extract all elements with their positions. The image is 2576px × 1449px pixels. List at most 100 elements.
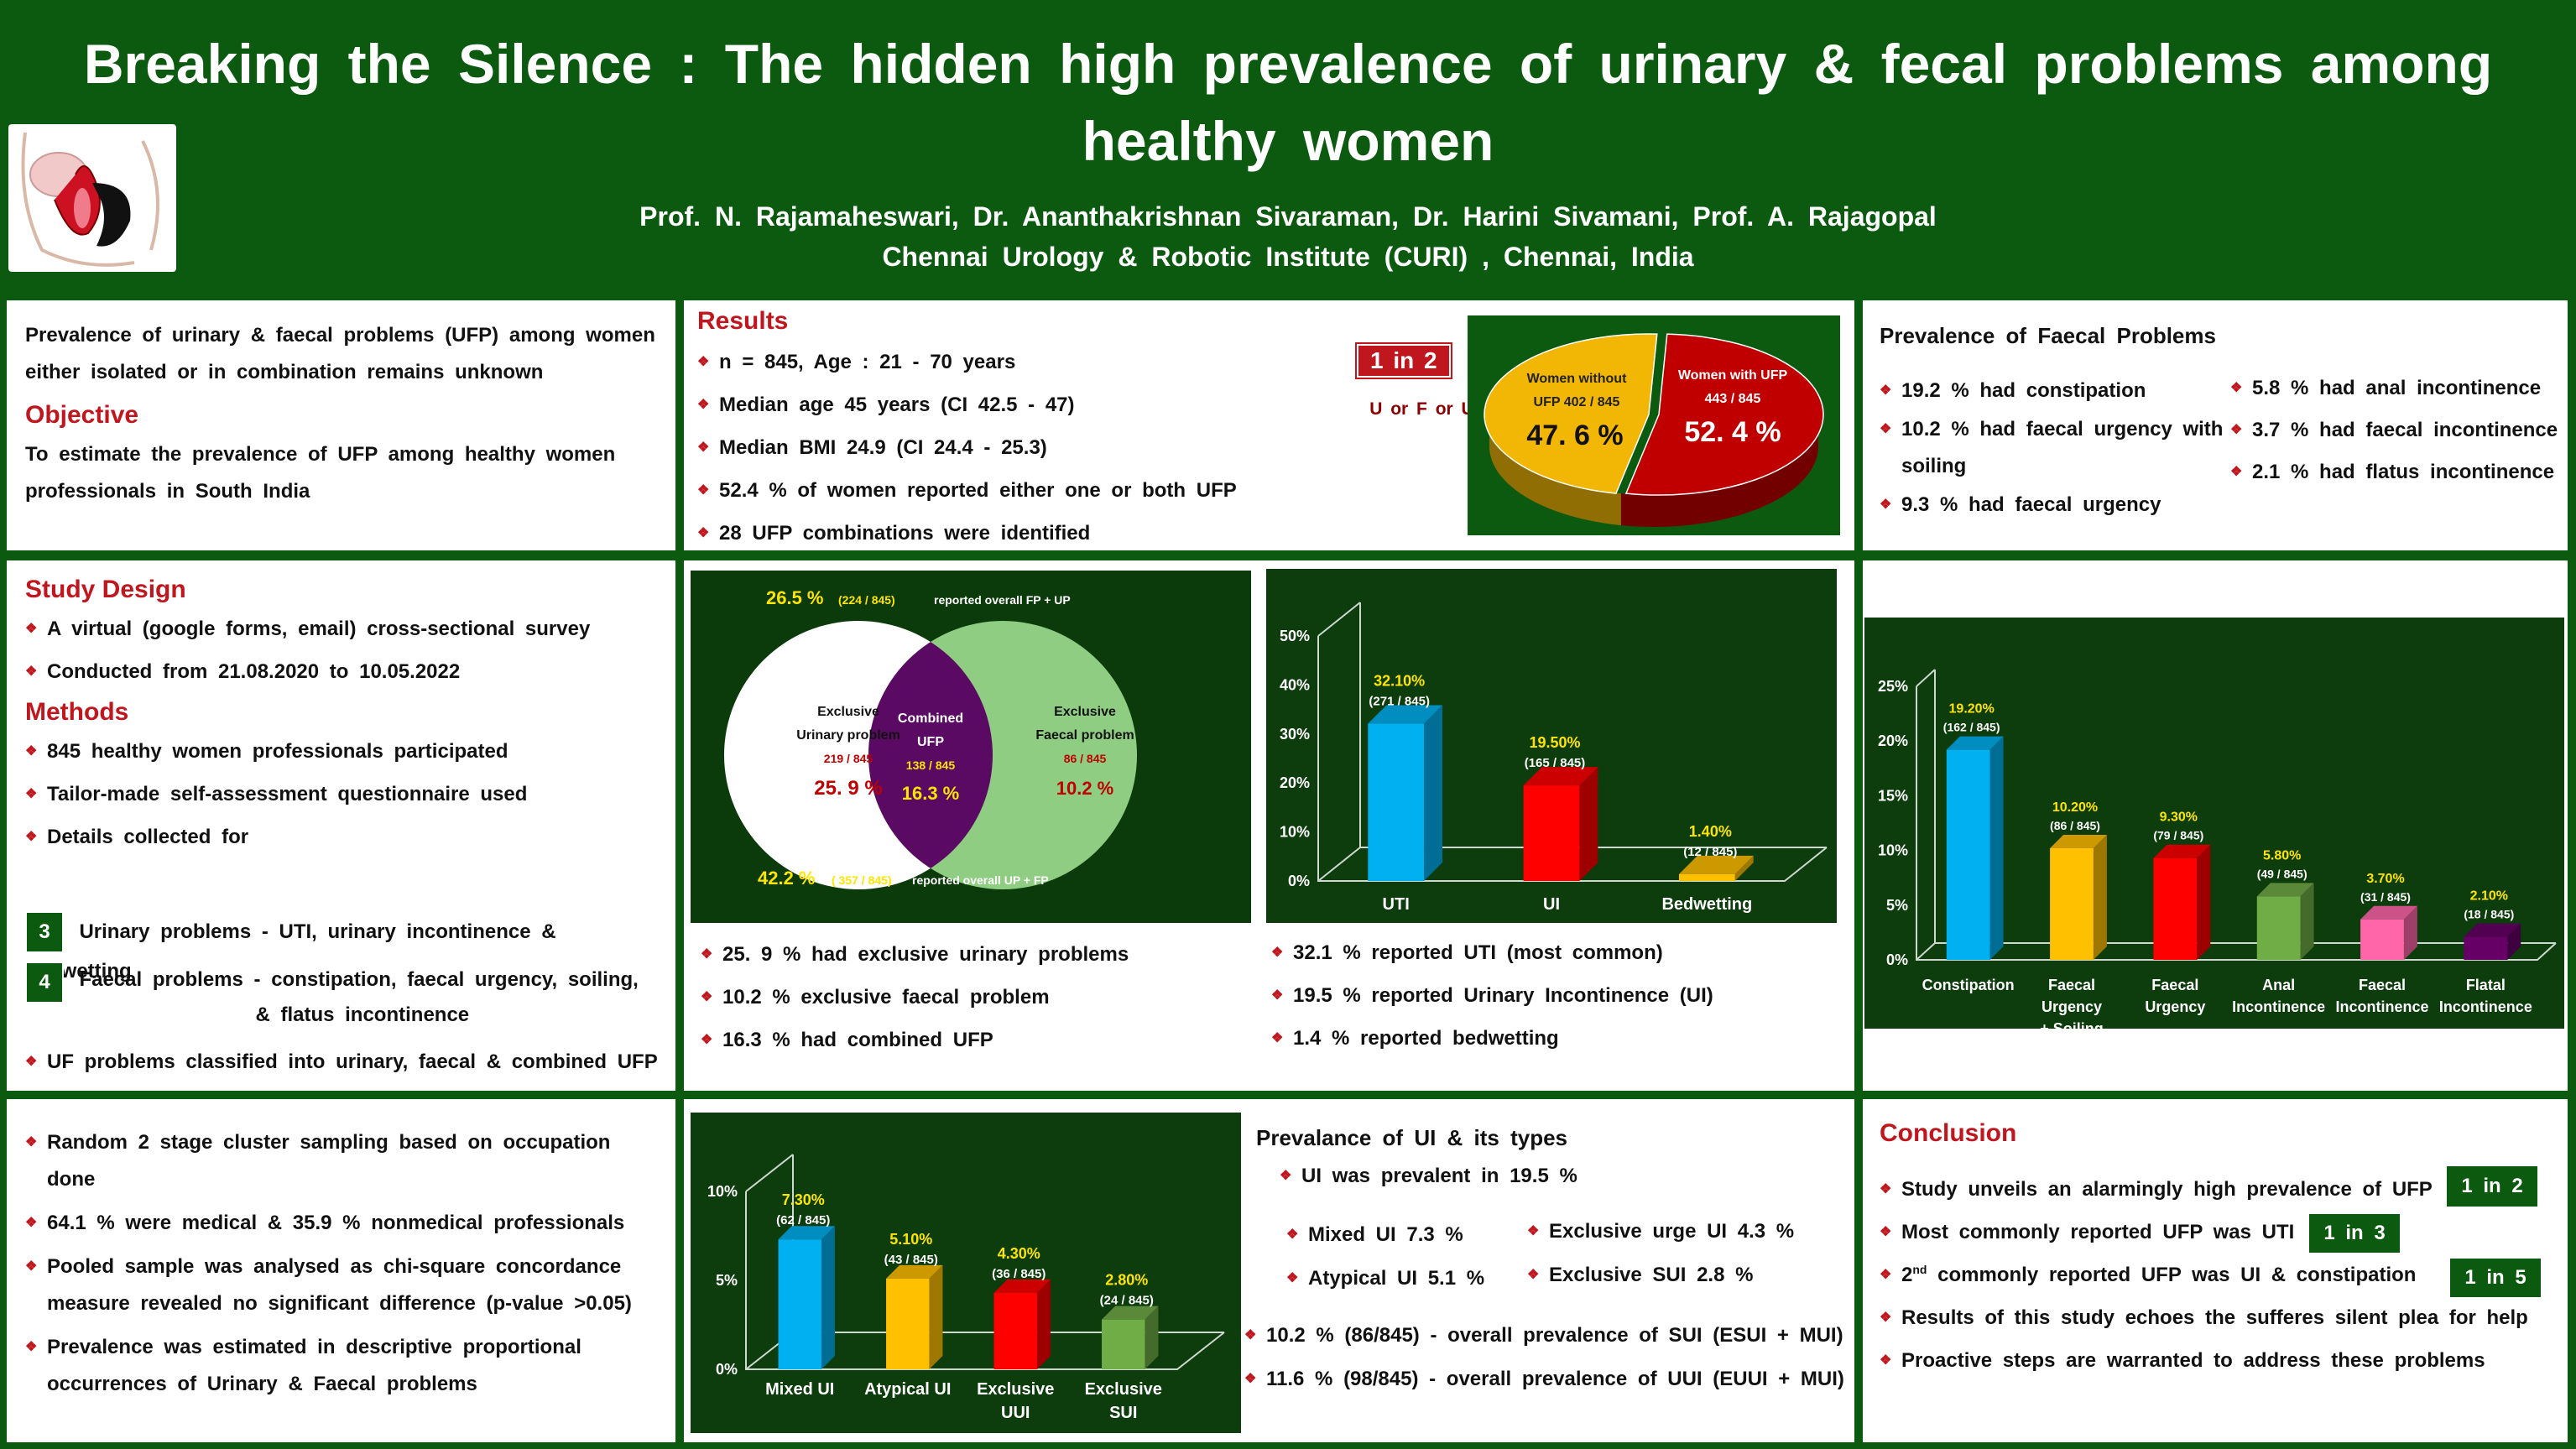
faecal-item: 3.7 % had faecal incontinence	[2230, 409, 2566, 451]
conclusion-heading: Conclusion	[1880, 1119, 2017, 1147]
bar-side	[2197, 844, 2211, 960]
x-category-label: SUI	[1109, 1404, 1137, 1422]
y-tick-label: 25%	[1878, 678, 1908, 695]
bar-top	[2153, 844, 2211, 858]
pie-slice-without-ufp-side	[1489, 412, 1621, 526]
bar-face	[2464, 936, 2508, 960]
urinary-note: 19.5 % reported Urinary Incontinence (UI…	[1271, 974, 1842, 1017]
bar-side	[821, 1226, 835, 1369]
y-tick-label: 10%	[1280, 824, 1310, 841]
bar-side	[2507, 923, 2521, 960]
bar-frac-label: (79 / 845)	[2153, 829, 2203, 842]
venn-top-text: reported overall FP + UP	[934, 593, 1071, 607]
bar-value-label: 5.10%	[889, 1231, 932, 1248]
y-tick-label: 0%	[716, 1361, 738, 1378]
num4-text-1: Faecal problems - constipation, faecal u…	[79, 968, 639, 991]
bar-side	[1734, 855, 1754, 881]
conclusion-text: commonly reported UFP was UI & constipat…	[1927, 1264, 2417, 1286]
x-category-label: Anal	[2262, 977, 2295, 993]
intro-panel: Prevalence of urinary & faecal problems …	[7, 300, 675, 550]
urinary-notes: 32.1 % reported UTI (most common) 19.5 %…	[1271, 931, 1842, 1060]
bar-value-label: 10.20%	[2052, 800, 2098, 815]
chart-back-frame	[1934, 670, 2556, 944]
pie-right-label-2: 443 / 845	[1705, 392, 1761, 406]
venn-overlap	[868, 621, 993, 889]
chart-frame-edge	[1916, 942, 1936, 961]
venn-notes: 25. 9 % had exclusive urinary problems 1…	[701, 933, 1238, 1061]
faecal-left-list: 19.2 % had constipation 10.2 % had faeca…	[1880, 371, 2232, 525]
conclusion-badge: 1 in 2	[2445, 1165, 2539, 1208]
venn-right-1: Exclusive	[1054, 705, 1116, 719]
x-category-label: UUI	[1001, 1404, 1030, 1422]
venn-left-1: Exclusive	[817, 705, 879, 719]
bar-side	[1424, 705, 1443, 881]
bar-side	[2093, 834, 2107, 960]
bar-face	[993, 1292, 1037, 1369]
bar-3	[2153, 844, 2211, 960]
conclusion-badge: 1 in 3	[2307, 1212, 2401, 1254]
objective-text: To estimate the prevalence of UFP among …	[25, 443, 616, 503]
pie-slice-with-ufp-side	[1620, 411, 1818, 527]
bar-value-label: 2.10%	[2470, 889, 2508, 904]
x-category-label: Exclusive	[977, 1380, 1054, 1399]
methods-item: 845 healthy women professionals particip…	[25, 730, 657, 773]
faecal-item: 5.8 % had anal incontinence	[2230, 367, 2566, 409]
x-category-label: UI	[1543, 895, 1560, 914]
x-category-label: UTI	[1383, 895, 1410, 914]
bar-top	[1678, 855, 1754, 874]
bar-side	[2403, 905, 2417, 960]
venn-diagram: 26.5 % (224 / 845) reported overall FP +…	[724, 587, 1137, 889]
venn-right-pct: 10.2 %	[1056, 778, 1114, 799]
x-category-label: Exclusive	[1085, 1380, 1162, 1399]
x-category-label: Faecal	[2151, 977, 2198, 993]
venn-mid-2: UFP	[917, 735, 944, 749]
bar-2	[2050, 834, 2107, 960]
venn-top-frac: (224 / 845)	[838, 593, 895, 607]
bar-6	[2464, 923, 2521, 960]
faecal-bar-chart: 0% 5% 10% 15% 20% 25% 19.20% (162 / 845) Constip…	[1878, 669, 2557, 1057]
y-tick-label: 40%	[1280, 676, 1310, 693]
venn-left-2: Urinary problem	[796, 728, 900, 743]
venn-note: 10.2 % exclusive faecal problem	[701, 976, 1238, 1019]
x-category-label: Atypical UI	[864, 1380, 951, 1399]
bar-frac-label: (24 / 845)	[1100, 1294, 1154, 1308]
urinary-note: 32.1 % reported UTI (most common)	[1271, 931, 1842, 974]
ufp-pie-chart: Women without UFP 402 / 845 47. 6 % Wome…	[1484, 333, 1824, 527]
bar-frac-label: (18 / 845)	[2464, 908, 2514, 921]
faecal-chart-panel: 0% 5% 10% 15% 20% 25% 19.20% (162 / 845) Constip…	[1864, 618, 2564, 1057]
bar-4	[1102, 1306, 1159, 1369]
conclusion-text-pre: 2	[1901, 1264, 1913, 1286]
ui-bar-chart: 0% 5% 10% 7.30% (62 / 845) Mixed UI 5.10% (43 /…	[707, 1154, 1225, 1422]
methods-item: Tailor-made self-assessment questionnair…	[25, 773, 657, 816]
conclusion-item: Proactive steps are warranted to address…	[1880, 1339, 2559, 1382]
bar-face	[2153, 857, 2198, 960]
num4-text-2: & flatus incontinence	[255, 1003, 470, 1026]
bar-value-label: 2.80%	[1105, 1272, 1148, 1289]
ui-type-item: Exclusive SUI 2.8 %	[1527, 1254, 1846, 1297]
pie-left-label-2: UFP 402 / 845	[1534, 395, 1620, 409]
bar-frac-label: (165 / 845)	[1525, 756, 1586, 770]
venn-bottom-pct: 42.2 %	[758, 868, 816, 889]
conclusion-item: Results of this study echoes the suffere…	[1880, 1296, 2559, 1339]
x-category-label: Incontinence	[2232, 998, 2325, 1015]
pie-left-label-1: Women without	[1527, 372, 1627, 386]
results-list: n = 845, Age : 21 - 70 years Median age …	[697, 341, 1301, 555]
conclusion-text-sup: nd	[1912, 1263, 1927, 1276]
venn-note: 16.3 % had combined UFP	[701, 1019, 1238, 1061]
results-panel: Results n = 845, Age : 21 - 70 years Med…	[684, 300, 1854, 555]
bar-top	[1102, 1306, 1159, 1320]
pie-chart-panel: Women without UFP 402 / 845 47. 6 % Wome…	[1468, 315, 1840, 535]
bar-top	[778, 1226, 835, 1240]
results-badge: 1 in 2	[1355, 342, 1452, 379]
num3-row: 3 Urinary problems - UTI, urinary incont…	[25, 911, 663, 990]
bar-top	[2256, 883, 2314, 897]
bar-2	[1523, 767, 1598, 881]
bar-1	[778, 1226, 835, 1369]
bar-value-label: 4.30%	[998, 1245, 1040, 1262]
bar-5	[2360, 905, 2417, 960]
chart-frame-edge	[745, 1154, 794, 1192]
sampling-panel: Random 2 stage cluster sampling based on…	[7, 1099, 675, 1442]
conclusion-list: Study unveils an alarmingly high prevale…	[1880, 1165, 2559, 1382]
ui-intro-list: UI was prevalent in 19.5 %	[1280, 1158, 1783, 1195]
chart-frame-edge	[1317, 602, 1361, 637]
